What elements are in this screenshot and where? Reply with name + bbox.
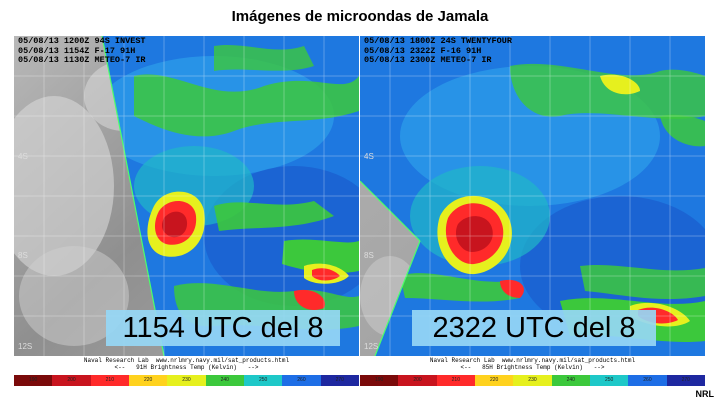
lat-label-12s-right: 12S [364, 342, 379, 351]
colorbar-segment: 220 [474, 375, 514, 386]
lat-label-4s-right: 4S [364, 152, 374, 161]
colorbar-segment: 270 [320, 375, 359, 386]
colorbar-right: 190 200 210 220 230 240 250 260 270 [360, 375, 705, 386]
microwave-image-left-render [14, 36, 359, 356]
caption-left: 1154 UTC del 8 [106, 310, 340, 346]
colorbar-segment: 220 [128, 375, 168, 386]
lat-label-8s-right: 8S [364, 251, 374, 260]
microwave-image-right: 05/08/13 1800Z 24S TWENTYFOUR 05/08/13 23… [360, 36, 705, 356]
colorbar-segment: 190 [14, 375, 53, 386]
colorbar-segment: 240 [551, 375, 590, 386]
colorbar-segment: 210 [90, 375, 129, 386]
colorbar-segment: 190 [360, 375, 399, 386]
panel-header-left: 05/08/13 1200Z 94S INVEST 05/08/13 1154Z … [18, 36, 146, 65]
panel-header-right: 05/08/13 1800Z 24S TWENTYFOUR 05/08/13 23… [364, 36, 512, 65]
colorbar-segment: 250 [243, 375, 283, 386]
credit-nrl: NRL [695, 389, 715, 399]
colorbar-segment: 260 [628, 375, 667, 386]
footer-right: Naval Research Lab www.nrlmry.navy.mil/s… [429, 357, 636, 371]
caption-right: 2322 UTC del 8 [412, 310, 656, 346]
microwave-image-right-render [360, 36, 705, 356]
page-title: Imágenes de microondas de Jamala [231, 8, 489, 25]
colorbar-segment: 270 [666, 375, 705, 386]
footer-left: Naval Research Lab www.nrlmry.navy.mil/s… [83, 357, 290, 371]
colorbar-segment: 230 [513, 375, 552, 386]
colorbar-segment: 200 [52, 375, 91, 386]
colorbar-segment: 250 [589, 375, 629, 386]
lat-label-8s-left: 8S [18, 251, 28, 260]
colorbar-segment: 210 [436, 375, 475, 386]
colorbar-segment: 240 [205, 375, 244, 386]
colorbar-segment: 200 [398, 375, 437, 386]
lat-label-12s-left: 12S [18, 342, 33, 351]
colorbar-left: 190 200 210 220 230 240 250 260 270 [14, 375, 359, 386]
colorbar-segment: 260 [282, 375, 321, 386]
lat-label-4s-left: 4S [18, 152, 28, 161]
colorbar-segment: 230 [167, 375, 206, 386]
microwave-image-left: 05/08/13 1200Z 94S INVEST 05/08/13 1154Z … [14, 36, 359, 356]
